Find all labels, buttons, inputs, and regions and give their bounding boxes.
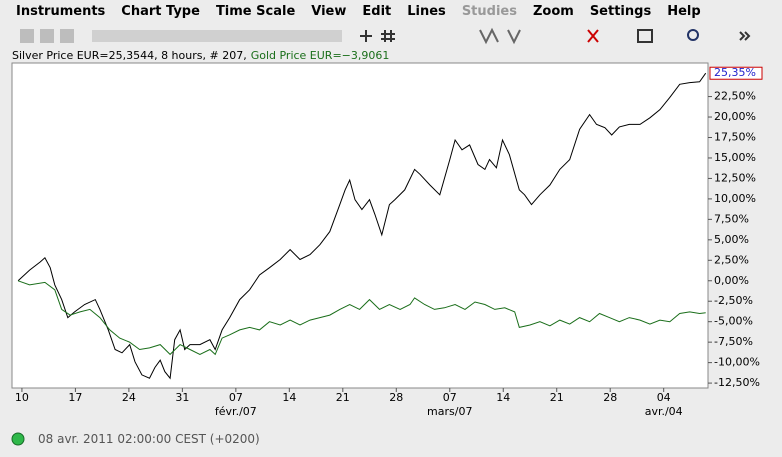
legend: Silver Price EUR=25,3544, 8 hours, # 207… xyxy=(12,49,389,62)
delete-icon[interactable] xyxy=(587,29,599,43)
tool-icon[interactable] xyxy=(40,29,54,43)
series-line xyxy=(17,72,707,380)
menu-item[interactable]: Studies xyxy=(461,4,517,19)
status-text: 08 avr. 2011 02:00:00 CEST (+0200) xyxy=(38,432,260,446)
crosshair-icon[interactable] xyxy=(360,30,372,42)
tool-icon[interactable] xyxy=(20,29,34,43)
timeframe-buttons[interactable] xyxy=(92,30,342,42)
menu-item[interactable]: Instruments xyxy=(16,4,106,19)
y-tick-label: -12,50% xyxy=(714,376,760,389)
y-tick-label: 2,50% xyxy=(714,253,749,266)
y-tick-label: 0,00% xyxy=(714,274,749,287)
legend-entry: Silver Price EUR=25,3544, 8 hours, # 207… xyxy=(12,49,247,62)
y-tick-label: 17,50% xyxy=(714,130,756,143)
series-line xyxy=(17,280,706,356)
menu-item[interactable]: Zoom xyxy=(532,4,574,19)
x-tick-label: 07 xyxy=(443,391,457,404)
menu-item[interactable]: Lines xyxy=(407,4,446,19)
draw-icons[interactable] xyxy=(479,27,521,45)
x-month-label: févr./07 xyxy=(215,405,257,418)
x-tick-label: 31 xyxy=(175,391,189,404)
y-tick-label: 7,50% xyxy=(714,212,749,225)
x-tick-label: 04 xyxy=(657,391,671,404)
x-tick-label: 28 xyxy=(389,391,403,404)
zoom-icon[interactable] xyxy=(687,29,699,41)
y-tick-label: 10,00% xyxy=(714,192,756,205)
y-tick-label: 20,00% xyxy=(714,110,756,123)
y-tick-label: -7,50% xyxy=(714,335,753,348)
tool-icon[interactable] xyxy=(60,29,74,43)
x-tick-label: 14 xyxy=(282,391,296,404)
x-tick-label: 07 xyxy=(229,391,243,404)
grid-icon[interactable] xyxy=(381,30,395,42)
x-tick-label: 21 xyxy=(336,391,350,404)
menu-bar: Instruments Chart Type Time Scale View Edit L… xyxy=(0,0,782,24)
current-value-box xyxy=(709,66,763,80)
x-month-label: mars/07 xyxy=(427,405,472,418)
status-led xyxy=(11,432,25,446)
print-icon[interactable] xyxy=(637,29,653,43)
menu-item[interactable]: Help xyxy=(667,4,701,19)
y-tick-label: -2,50% xyxy=(714,294,753,307)
y-tick-label: 12,50% xyxy=(714,171,756,184)
menu-item[interactable]: Chart Type xyxy=(121,4,200,19)
legend-entry: Gold Price EUR=−3,9061 xyxy=(251,49,390,62)
y-tick-label: 22,50% xyxy=(714,90,756,103)
menu-item[interactable]: View xyxy=(311,4,347,19)
x-tick-label: 21 xyxy=(550,391,564,404)
current-value-label: 25,35% xyxy=(714,66,756,79)
y-tick-label: 15,00% xyxy=(714,151,756,164)
toolbar xyxy=(20,27,751,45)
plot-area xyxy=(11,62,709,389)
x-tick-label: 17 xyxy=(68,391,82,404)
y-tick-label: -10,00% xyxy=(714,356,760,369)
status-bar: 08 avr. 2011 02:00:00 CEST (+0200) xyxy=(0,428,782,452)
more-icon[interactable] xyxy=(739,31,751,41)
menu-item[interactable]: Settings xyxy=(589,4,652,19)
x-tick-label: 14 xyxy=(496,391,510,404)
y-tick-label: 5,00% xyxy=(714,233,749,246)
y-tick-label: -5,00% xyxy=(714,315,753,328)
x-tick-label: 10 xyxy=(15,391,29,404)
x-tick-label: 28 xyxy=(603,391,617,404)
x-month-label: avr./04 xyxy=(645,405,683,418)
chart: Silver Price EUR=25,3544, 8 hours, # 207… xyxy=(11,49,763,418)
x-tick-label: 24 xyxy=(122,391,136,404)
menu-item[interactable]: Time Scale xyxy=(215,4,296,19)
menu-item[interactable]: Edit xyxy=(362,4,392,19)
